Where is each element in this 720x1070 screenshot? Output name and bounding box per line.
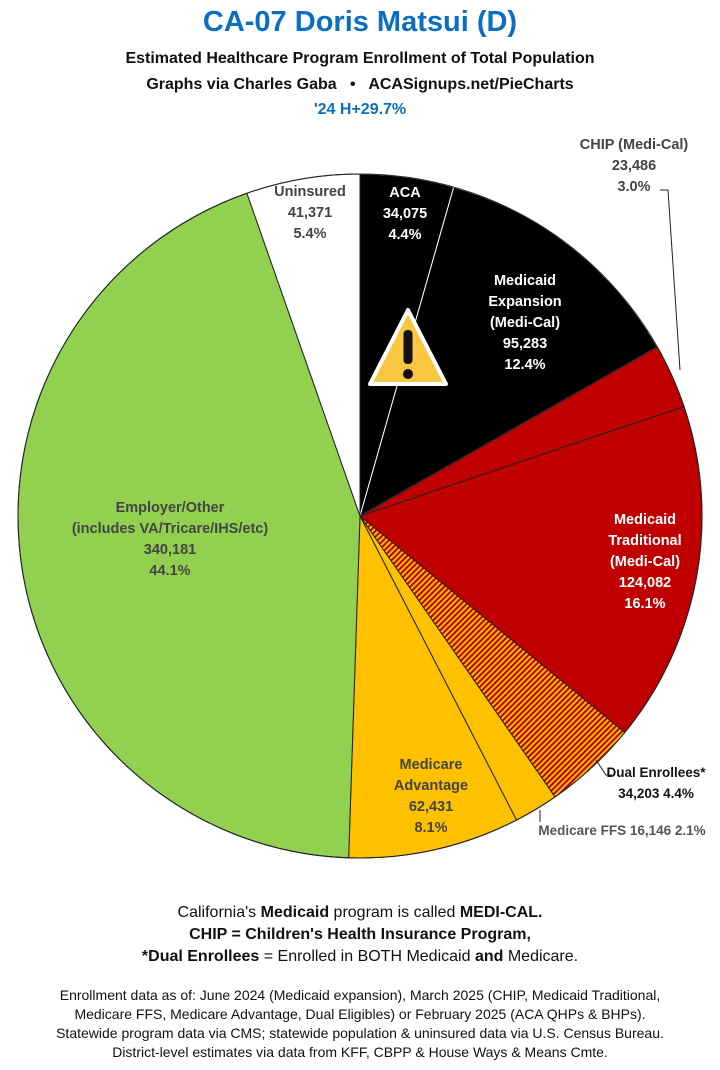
- slice-label-line: Medicaid: [613, 512, 677, 528]
- slice-label-line: 34,075: [382, 206, 428, 222]
- chip-leader-line: [660, 189, 681, 371]
- medicaid-note: California's Medicaid program is called …: [141, 904, 579, 965]
- chart-subtitle: Estimated Healthcare Program Enrollment …: [125, 50, 595, 67]
- slice-label-line: (Medi-Cal): [489, 315, 561, 331]
- dual-leader-line: [595, 759, 612, 776]
- slice-label-line: CHIP (Medi-Cal): [579, 137, 689, 153]
- pie-chart: [17, 173, 703, 859]
- warning-triangle-icon: [368, 308, 448, 386]
- slice-label-line: Traditional: [608, 533, 682, 549]
- slice-label-chip-medi-cal: CHIP (Medi-Cal) 23,486 3.0%: [580, 135, 689, 198]
- slice-label-line: 8.1%: [414, 820, 448, 836]
- slice-label-line: 5.4%: [293, 226, 327, 242]
- slice-label-employer-other-includes-va-tricare-ihs-etc: Employer/Other (includes VA/Tricare/IHS/e…: [72, 498, 268, 582]
- slice-label-line: Uninsured: [274, 184, 346, 200]
- slice-label-line: 41,371: [287, 205, 333, 221]
- chart-credit: Graphs via Charles Gaba • ACASignups.net…: [146, 76, 574, 93]
- chart-title: CA-07 Doris Matsui (D): [202, 6, 518, 38]
- slice-label-medicare-ffs: Medicare FFS 16,146 2.1%: [538, 820, 705, 841]
- slice-label-line: Dual Enrollees*: [606, 765, 706, 780]
- slice-label-line: (includes VA/Tricare/IHS/etc): [71, 521, 269, 537]
- slice-label-line: 124,082: [618, 575, 672, 591]
- slice-label-line: 23,486: [611, 158, 657, 174]
- slice-label-line: 12.4%: [504, 357, 546, 373]
- partisan-lean: '24 H+29.7%: [313, 101, 407, 118]
- slice-label-medicaid-traditional-medi-cal: Medicaid Traditional (Medi-Cal) 124,082 16.1…: [608, 510, 681, 615]
- slice-label-medicaid-expansion-medi-cal: Medicaid Expansion (Medi-Cal) 95,283 12.4%: [488, 271, 561, 376]
- slice-label-medicare-advantage: Medicare Advantage 62,431 8.1%: [394, 755, 468, 839]
- slice-label-line: (Medi-Cal): [609, 554, 681, 570]
- slice-label-uninsured: Uninsured 41,371 5.4%: [274, 182, 346, 245]
- slice-label-line: 4.4%: [388, 227, 422, 243]
- slice-label-line: ACA: [389, 185, 421, 201]
- slice-label-line: Medicaid: [493, 273, 557, 289]
- sources-footnote: Enrollment data as of: June 2024 (Medica…: [56, 987, 664, 1060]
- slice-label-line: 340,181: [143, 542, 197, 558]
- slice-label-line: 16.1%: [624, 596, 666, 612]
- slice-label-line: 44.1%: [149, 563, 191, 579]
- slice-label-line: 95,283: [502, 336, 548, 352]
- slice-label-line: 62,431: [408, 799, 454, 815]
- slice-label-line: Medicare FFS 16,146 2.1%: [538, 823, 706, 838]
- slice-label-line: 34,203 4.4%: [618, 786, 694, 801]
- slice-label-dual-enrollees: Dual Enrollees* 34,203 4.4%: [606, 762, 705, 804]
- slice-label-line: Advantage: [393, 778, 469, 794]
- slice-label-line: 3.0%: [617, 179, 651, 195]
- slice-label-line: Expansion: [488, 294, 562, 310]
- slice-label-line: Employer/Other: [115, 500, 225, 516]
- slice-label-aca: ACA 34,075 4.4%: [383, 183, 427, 246]
- slice-label-line: Medicare: [399, 757, 463, 773]
